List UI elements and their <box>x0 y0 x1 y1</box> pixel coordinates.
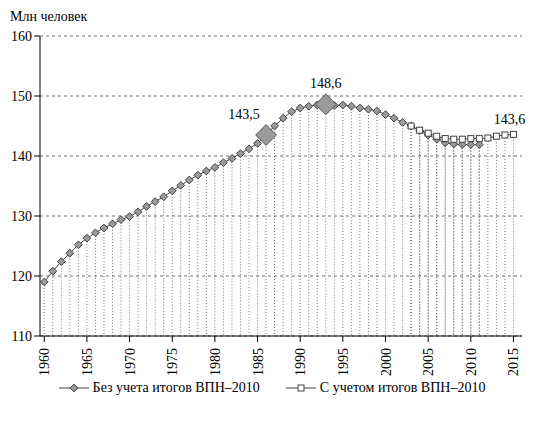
svg-text:140: 140 <box>11 149 32 164</box>
svg-text:130: 130 <box>11 209 32 224</box>
svg-text:160: 160 <box>11 29 32 44</box>
svg-text:2000: 2000 <box>379 348 394 376</box>
svg-text:1990: 1990 <box>293 348 308 376</box>
html-text:С учетом итогов ВПН–2010: С учетом итогов ВПН–2010 <box>319 380 486 395</box>
svg-text:2015: 2015 <box>506 348 521 376</box>
svg-text:1965: 1965 <box>80 348 95 376</box>
svg-text:1970: 1970 <box>123 348 138 376</box>
svg-text:120: 120 <box>11 269 32 284</box>
svg-text:148,6: 148,6 <box>310 76 342 91</box>
svg-text:1995: 1995 <box>336 348 351 376</box>
svg-text:1985: 1985 <box>251 348 266 376</box>
svg-text:110: 110 <box>12 329 32 344</box>
svg-text:143,6: 143,6 <box>494 112 526 127</box>
svg-text:150: 150 <box>11 89 32 104</box>
svg-text:143,5: 143,5 <box>228 107 260 122</box>
svg-text:2005: 2005 <box>421 348 436 376</box>
html-text:Без учета итогов ВПН–2010: Без учета итогов ВПН–2010 <box>92 380 260 395</box>
html-text:Млн человек: Млн человек <box>10 9 88 24</box>
svg-text:1980: 1980 <box>208 348 223 376</box>
svg-text:2010: 2010 <box>464 348 479 376</box>
svg-text:1975: 1975 <box>165 348 180 376</box>
svg-text:1960: 1960 <box>37 348 52 376</box>
